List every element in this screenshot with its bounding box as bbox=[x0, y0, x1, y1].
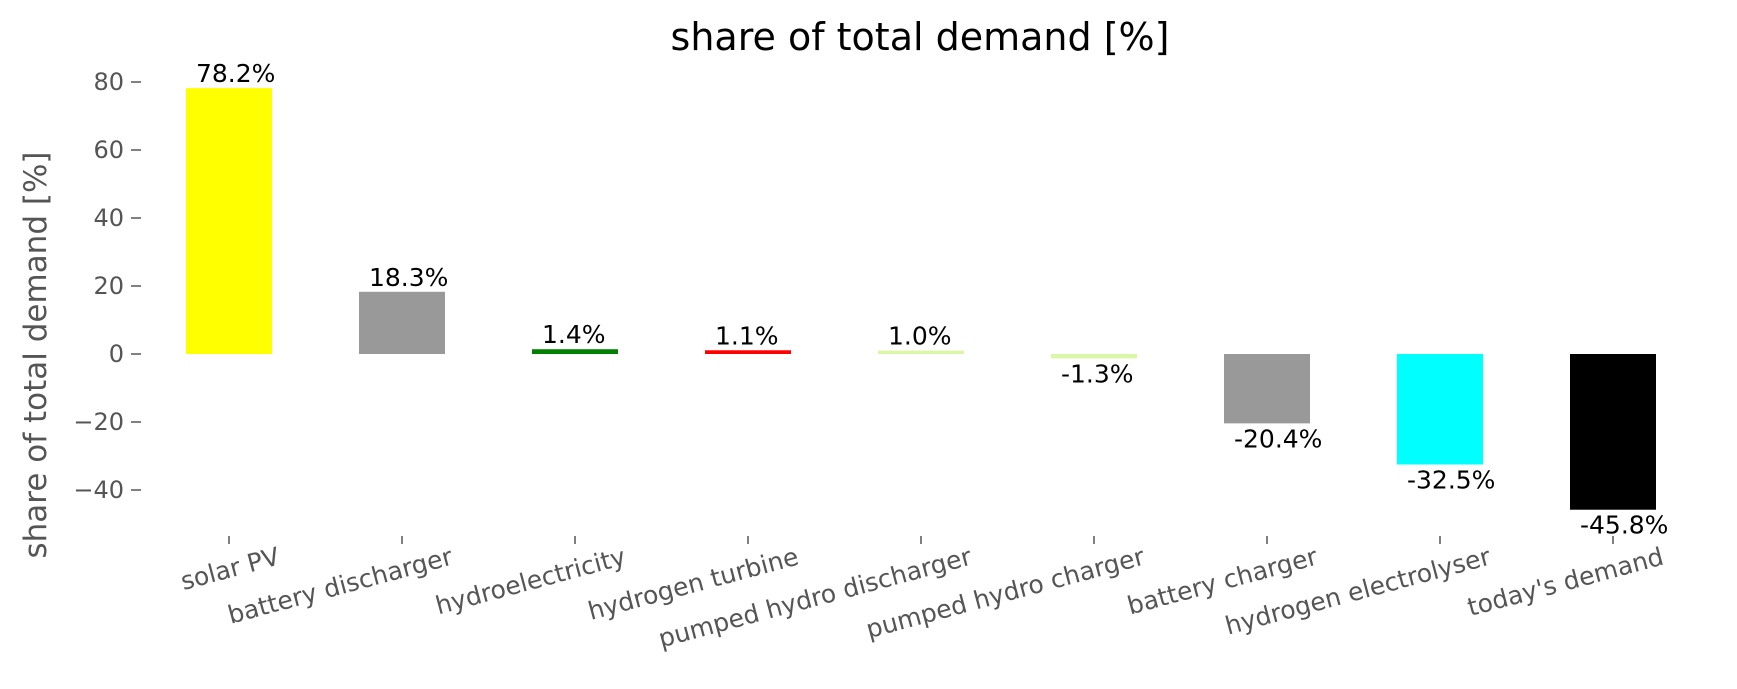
y-tick-label: 20 bbox=[93, 272, 124, 300]
x-tick-label: pumped hydro charger bbox=[863, 542, 1148, 644]
bar bbox=[878, 350, 964, 354]
chart-title: share of total demand [%] bbox=[671, 15, 1170, 59]
x-tick-label: today's demand bbox=[1464, 542, 1666, 622]
data-label: -20.4% bbox=[1234, 424, 1322, 453]
bar bbox=[532, 349, 618, 354]
bar bbox=[1570, 354, 1656, 510]
bar bbox=[1397, 354, 1483, 465]
data-label: 1.0% bbox=[888, 322, 952, 351]
bar bbox=[186, 88, 272, 355]
x-tick-label: pumped hydro discharger bbox=[655, 542, 975, 654]
bar bbox=[359, 291, 445, 354]
bar bbox=[705, 350, 791, 354]
bar bbox=[1051, 354, 1137, 359]
data-label: 1.1% bbox=[715, 321, 779, 350]
y-tick-label: 40 bbox=[93, 204, 124, 232]
y-tick-label: 0 bbox=[109, 340, 124, 368]
data-label: -1.3% bbox=[1061, 359, 1134, 388]
data-label: -45.8% bbox=[1580, 511, 1668, 540]
bar bbox=[1224, 354, 1310, 424]
y-tick-label: −20 bbox=[73, 408, 124, 436]
data-label: -32.5% bbox=[1407, 466, 1495, 495]
data-label: 1.4% bbox=[542, 320, 606, 349]
y-tick-label: −40 bbox=[73, 476, 124, 504]
bars: 78.2% 18.3% 1.4% 1.1% 1.0% -1.3% -20.4% -32.5% -… bbox=[186, 59, 1668, 540]
y-tick-label: 60 bbox=[93, 136, 124, 164]
data-label: 78.2% bbox=[196, 59, 275, 88]
x-tick-label: solar PV bbox=[177, 542, 282, 596]
y-tick-label: 80 bbox=[93, 68, 124, 96]
y-axis: 80 60 40 20 0 −20 −40 bbox=[73, 68, 141, 504]
data-label: 18.3% bbox=[369, 263, 448, 292]
y-axis-label: share of total demand [%] bbox=[18, 151, 54, 558]
